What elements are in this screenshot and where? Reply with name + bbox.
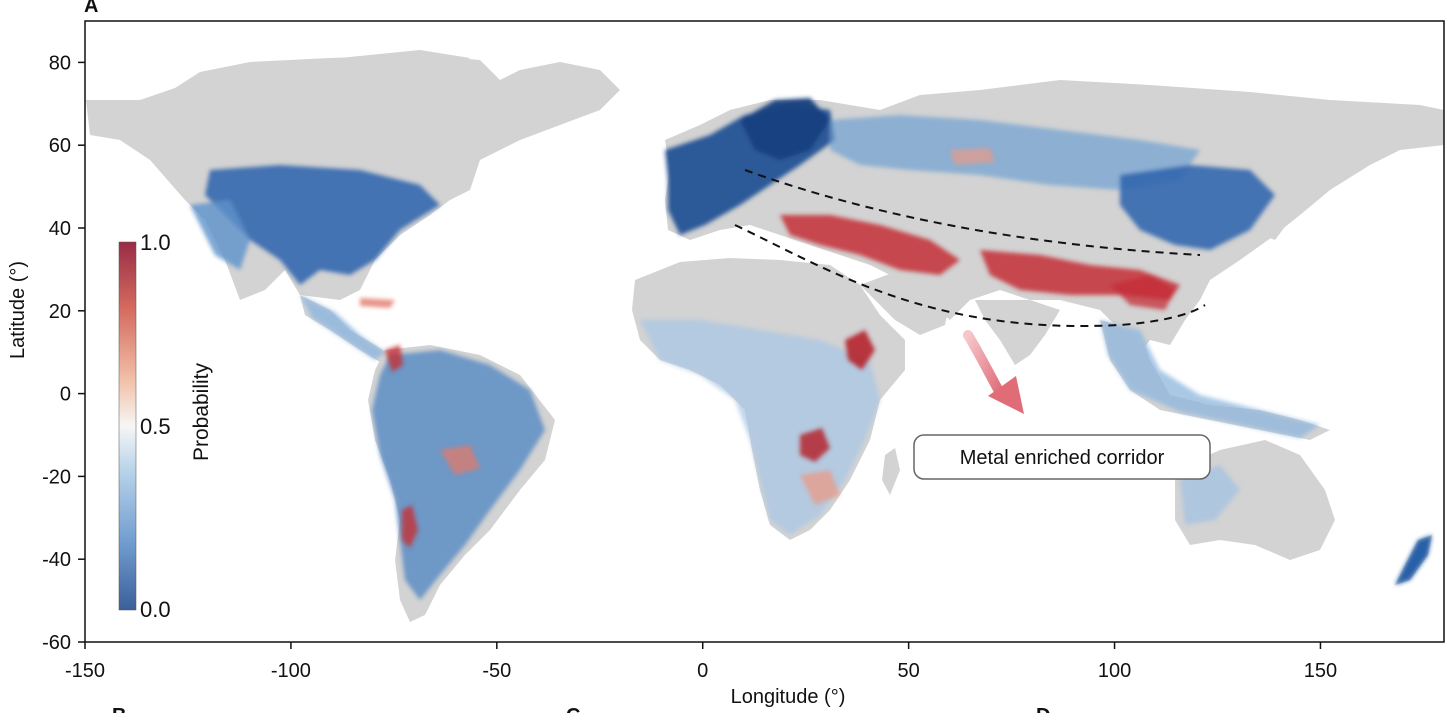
x-tick-label: -150 — [65, 660, 105, 682]
region-western-us — [190, 200, 250, 270]
high-probability-regions — [360, 148, 1180, 548]
panel-label-b: B — [112, 705, 126, 713]
region-se-asia — [1100, 320, 1320, 438]
y-axis-label: Latitude (°) — [7, 261, 29, 359]
region-scandinavia — [740, 98, 830, 160]
region-turkey-iran — [780, 215, 960, 275]
colorbar-title: Probability — [190, 362, 213, 461]
region-southern-africa — [800, 470, 840, 505]
x-tick-label: 50 — [898, 660, 920, 682]
corridor-lower-boundary — [734, 224, 1206, 327]
japan-land — [1262, 205, 1290, 240]
y-tick-label: -60 — [42, 632, 71, 654]
low-probability-regions — [190, 98, 1432, 600]
india-land — [975, 300, 1060, 365]
colorbar-mid-label: 0.5 — [140, 414, 171, 439]
y-axis: 80 60 40 20 0 -20 -40 -60 — [42, 52, 85, 654]
region-africa-south — [640, 320, 880, 535]
region-ethiopia — [845, 330, 875, 370]
region-zambia — [800, 428, 830, 462]
region-north-america-east — [205, 165, 440, 285]
panel-label-d: D — [1036, 705, 1050, 713]
x-axis: -150 -100 -50 0 50 100 150 — [65, 642, 1337, 682]
x-tick-label: -50 — [482, 660, 511, 682]
region-new-zealand — [1395, 535, 1432, 585]
region-venezuela — [385, 345, 403, 372]
region-australia-rim — [1180, 465, 1240, 525]
x-tick-label: -100 — [271, 660, 311, 682]
annotation-text: Metal enriched corridor — [960, 447, 1165, 469]
madagascar-land — [882, 448, 900, 495]
panel-label-a: A — [84, 0, 98, 17]
x-tick-label: 150 — [1304, 660, 1337, 682]
region-south-china — [1110, 275, 1175, 310]
arctic-islands-land — [300, 50, 470, 95]
region-andes — [402, 505, 418, 548]
y-tick-label: 20 — [49, 301, 71, 323]
colorbar: 1.0 0.5 0.0 Probability — [118, 230, 213, 622]
corridor-upper-boundary — [744, 169, 1201, 256]
y-tick-label: 80 — [49, 52, 71, 74]
region-south-america — [372, 350, 545, 600]
x-tick-label: 0 — [697, 660, 708, 682]
colorbar-max-label: 1.0 — [140, 230, 171, 255]
x-axis-label: Longitude (°) — [731, 686, 846, 708]
y-tick-label: -20 — [42, 466, 71, 488]
colorbar-gradient — [118, 241, 137, 611]
map-layer — [86, 50, 1444, 622]
region-central-asia — [950, 148, 995, 165]
y-tick-label: 40 — [49, 218, 71, 240]
y-tick-label: -40 — [42, 549, 71, 571]
colorbar-min-label: 0.0 — [140, 597, 171, 622]
annotation-box — [913, 434, 1211, 480]
corridor-arrow — [963, 330, 1024, 414]
y-tick-label: 0 — [60, 384, 71, 406]
y-tick-label: 60 — [49, 135, 71, 157]
region-bolivia — [440, 445, 480, 475]
region-central-america — [300, 295, 385, 360]
x-tick-label: 100 — [1098, 660, 1131, 682]
region-caribbean — [360, 298, 395, 308]
arabia-land — [860, 270, 950, 335]
region-russia — [830, 115, 1200, 190]
panel-label-c: C — [566, 705, 580, 713]
corridor-annotation: Metal enriched corridor — [913, 434, 1211, 480]
region-china-north — [1120, 165, 1275, 250]
plot-frame — [84, 20, 1445, 643]
